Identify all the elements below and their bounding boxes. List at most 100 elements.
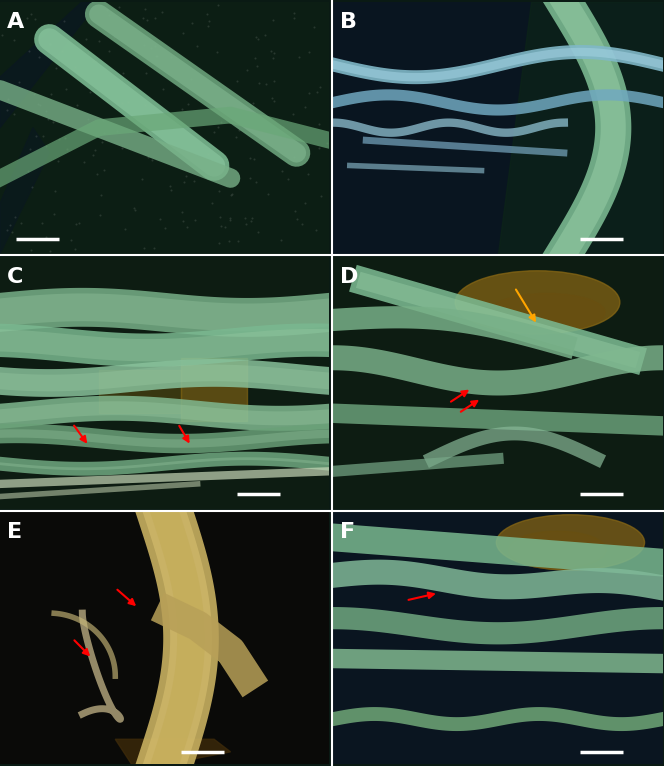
Point	[251, 31, 262, 44]
Point	[120, 223, 131, 235]
Point	[2, 93, 13, 105]
Point	[33, 98, 43, 110]
Point	[139, 2, 150, 15]
Text: F: F	[340, 522, 355, 542]
Point	[112, 124, 122, 136]
Point	[250, 51, 260, 64]
Point	[253, 33, 264, 45]
Point	[201, 8, 212, 21]
Point	[31, 130, 41, 142]
Point	[41, 105, 52, 117]
Point	[37, 129, 48, 142]
Point	[309, 21, 319, 33]
Point	[177, 103, 188, 116]
Point	[148, 241, 159, 254]
Text: D: D	[340, 267, 359, 287]
Point	[147, 153, 157, 165]
Point	[9, 107, 20, 119]
Point	[232, 235, 243, 247]
Point	[227, 188, 238, 200]
Polygon shape	[498, 2, 663, 254]
Point	[150, 40, 161, 52]
Point	[300, 101, 311, 113]
Point	[181, 169, 191, 182]
Point	[2, 224, 13, 236]
Point	[203, 147, 213, 159]
Point	[48, 116, 58, 128]
Point	[278, 121, 288, 133]
Point	[303, 169, 313, 181]
Point	[277, 165, 288, 177]
Point	[94, 35, 105, 47]
Point	[178, 27, 189, 39]
Point	[177, 82, 188, 94]
Point	[240, 218, 251, 230]
Point	[82, 113, 93, 125]
Point	[53, 155, 64, 168]
Point	[70, 243, 80, 255]
Point	[183, 98, 194, 110]
Point	[65, 234, 76, 246]
Polygon shape	[0, 2, 329, 254]
Point	[234, 123, 245, 136]
Point	[51, 62, 62, 74]
Point	[95, 209, 106, 221]
Point	[137, 173, 147, 185]
Point	[268, 74, 279, 87]
Point	[23, 45, 34, 57]
Ellipse shape	[456, 270, 620, 334]
Point	[263, 188, 274, 200]
Point	[215, 211, 226, 223]
Point	[244, 152, 255, 164]
Point	[60, 83, 71, 96]
Point	[303, 46, 314, 58]
Point	[269, 95, 280, 107]
Point	[165, 51, 176, 63]
Point	[208, 126, 219, 139]
Point	[166, 184, 177, 196]
Point	[251, 175, 262, 188]
Point	[240, 212, 250, 224]
Point	[290, 205, 300, 217]
Polygon shape	[0, 257, 329, 509]
Point	[260, 29, 270, 41]
Point	[131, 113, 142, 125]
Point	[224, 211, 235, 224]
Point	[29, 88, 39, 100]
Point	[84, 87, 95, 99]
Point	[214, 185, 224, 198]
Point	[74, 217, 85, 229]
Point	[102, 4, 113, 16]
Point	[155, 213, 165, 225]
Point	[98, 114, 108, 126]
Point	[41, 140, 51, 152]
Point	[254, 77, 264, 89]
Polygon shape	[116, 739, 230, 764]
Point	[188, 175, 199, 187]
Point	[129, 204, 140, 216]
Point	[164, 179, 175, 192]
Point	[212, 0, 223, 11]
Point	[16, 217, 27, 229]
Point	[45, 244, 56, 257]
Point	[310, 224, 321, 236]
Ellipse shape	[497, 515, 645, 570]
Point	[139, 242, 149, 254]
Text: A: A	[7, 11, 24, 31]
Point	[26, 8, 37, 20]
Polygon shape	[0, 512, 329, 764]
Point	[269, 47, 280, 59]
Point	[104, 44, 114, 57]
Point	[37, 217, 48, 229]
Point	[82, 47, 93, 59]
Point	[122, 96, 133, 108]
Point	[104, 9, 114, 21]
Ellipse shape	[508, 531, 607, 569]
Point	[289, 7, 299, 19]
Point	[220, 153, 230, 165]
Point	[23, 165, 33, 177]
Point	[207, 198, 217, 210]
Point	[292, 212, 303, 224]
Point	[42, 113, 53, 126]
Point	[156, 6, 167, 18]
